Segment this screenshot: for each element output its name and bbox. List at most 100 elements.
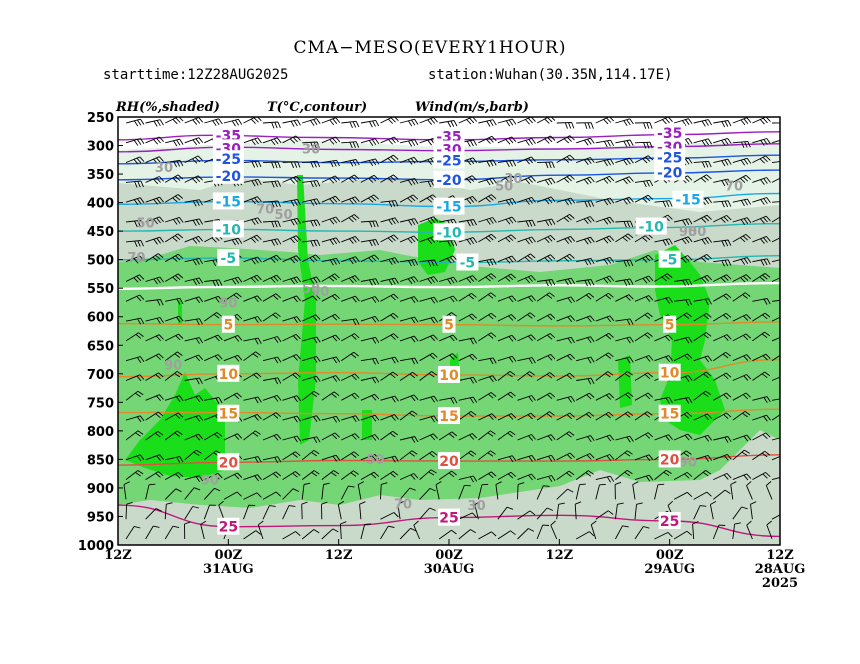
wind-barb xyxy=(438,529,457,540)
rh-contour-label: 90 xyxy=(201,473,219,488)
wind-barb xyxy=(223,237,243,246)
wind-barb xyxy=(693,298,712,306)
contour-label: -10 xyxy=(639,220,665,236)
wind-barb xyxy=(634,454,654,462)
wind-barb xyxy=(576,176,595,185)
wind-barb xyxy=(341,333,360,342)
contour-label-bg xyxy=(438,508,460,526)
wind-barb xyxy=(478,159,497,167)
wind-barb xyxy=(419,296,438,304)
wind-barb xyxy=(321,482,330,500)
wind-barb xyxy=(576,236,595,245)
contour-label-bg xyxy=(212,192,244,210)
wind-barb xyxy=(399,450,418,461)
wind-barb xyxy=(517,138,536,146)
wind-barb xyxy=(497,118,517,127)
wind-barb xyxy=(634,194,654,203)
wind-barb xyxy=(243,530,262,540)
wind-barb xyxy=(674,397,693,404)
wind-barb xyxy=(536,353,556,362)
rh-50-lower-left xyxy=(118,500,250,545)
wind-barb xyxy=(536,313,556,322)
wind-barb xyxy=(302,160,321,168)
wind-barb xyxy=(164,371,183,381)
wind-barb xyxy=(262,293,281,302)
wind-barb xyxy=(204,397,223,404)
wind-barb xyxy=(615,259,634,267)
wind-barb xyxy=(654,483,665,500)
wind-barb xyxy=(712,524,726,540)
wind-barb xyxy=(713,334,732,342)
wind-barb xyxy=(380,471,399,480)
contour-label: 15 xyxy=(660,407,679,423)
contour-label-bg xyxy=(658,450,681,468)
wind-barb xyxy=(458,337,477,345)
wind-barb xyxy=(458,157,478,166)
wind-barb xyxy=(200,520,207,540)
wind-barb xyxy=(458,353,478,362)
wind-barb xyxy=(673,255,693,264)
wind-barb xyxy=(360,278,380,286)
contour-label-bg xyxy=(217,404,240,422)
wind-barb xyxy=(380,136,399,145)
wind-barb xyxy=(262,356,282,364)
wind-barb xyxy=(458,175,478,184)
contour-label: -25 xyxy=(216,152,241,168)
contour-line xyxy=(118,281,780,290)
wind-barb xyxy=(243,413,262,421)
y-tick-label: 1000 xyxy=(78,539,114,554)
wind-barb xyxy=(497,355,517,363)
wind-barb xyxy=(282,471,301,480)
wind-barb xyxy=(556,122,575,129)
wind-barb xyxy=(771,277,780,282)
wind-barb xyxy=(752,138,771,146)
wind-barb xyxy=(204,354,223,362)
wind-barb xyxy=(654,117,673,125)
contour-label: -10 xyxy=(436,225,462,241)
contour-label-bg xyxy=(438,452,460,470)
wind-barb xyxy=(517,482,525,500)
wind-barb xyxy=(517,156,536,165)
wind-barb xyxy=(517,473,536,481)
wind-barb xyxy=(614,502,624,520)
rh-90-core-left xyxy=(125,372,225,478)
wind-barb xyxy=(262,491,282,500)
wind-barb xyxy=(458,292,477,302)
wind-barb xyxy=(184,155,203,164)
wind-barb xyxy=(458,475,478,483)
wind-barb xyxy=(125,156,145,165)
wind-barb xyxy=(537,279,556,287)
wind-barb xyxy=(713,214,732,224)
wind-barb xyxy=(574,501,582,520)
wind-barb xyxy=(654,200,673,208)
wind-barb xyxy=(399,487,416,500)
wind-barb xyxy=(458,411,477,421)
wind-barb xyxy=(517,117,536,125)
wind-barb xyxy=(399,436,419,443)
wind-barb xyxy=(184,137,204,146)
wind-barb xyxy=(282,217,301,226)
wind-barb xyxy=(497,391,516,401)
wind-barb xyxy=(184,377,203,385)
wind-barb xyxy=(766,520,773,540)
y-axis: 250 300 350 400 450 500 550 600 650 700 750 800 850 9… xyxy=(78,111,123,554)
wind-barb xyxy=(302,314,321,322)
wind-barb xyxy=(439,295,458,303)
wind-barb xyxy=(321,356,341,364)
wind-barb xyxy=(458,219,477,227)
wind-barb xyxy=(693,174,712,183)
wind-barb xyxy=(536,485,550,500)
wind-barb xyxy=(360,239,379,247)
wind-barb xyxy=(576,257,595,266)
y-tick-label: 750 xyxy=(87,396,114,411)
wind-barb xyxy=(262,394,282,402)
wind-barb xyxy=(595,139,614,148)
wind-barb xyxy=(399,394,419,402)
wind-barb xyxy=(243,274,262,283)
x-tick-label: 00Z xyxy=(215,548,243,563)
wind-barb xyxy=(223,491,242,500)
contour-label-bg xyxy=(672,190,704,208)
wind-barb xyxy=(282,354,301,362)
wind-barb xyxy=(556,353,575,362)
wind-barb xyxy=(223,118,243,127)
